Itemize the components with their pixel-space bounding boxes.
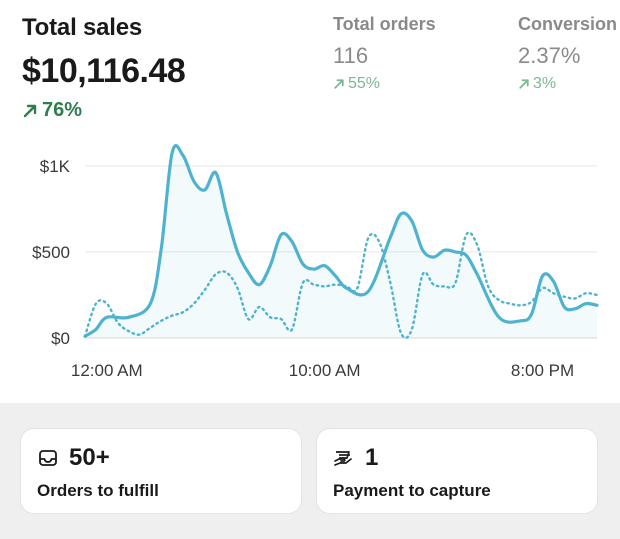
payment-to-capture-count: 1 <box>365 444 379 471</box>
x-tick-label: 12:00 AM <box>71 361 143 380</box>
sales-chart-svg: $0 $500 $1K 12:00 AM 10:00 AM 8:00 PM <box>32 144 599 380</box>
payment-to-capture-row: 1 <box>333 444 378 472</box>
total-sales-value: $10,116.48 <box>22 52 186 90</box>
payment-to-capture-card[interactable]: 1 Payment to capture <box>316 428 598 514</box>
conversion-title: Conversion <box>518 14 618 34</box>
total-orders-title: Total orders <box>333 14 436 34</box>
conversion-change: 3% <box>518 75 617 93</box>
arrow-up-right-icon <box>334 79 344 89</box>
conversion-change-value: 3% <box>533 75 557 92</box>
action-cards-section: 50+ Orders to fulfill 1 Payment to captu… <box>0 403 620 539</box>
total-sales-change-value: 76% <box>42 99 83 121</box>
payment-hand-icon <box>333 447 355 469</box>
total-orders-metric[interactable]: Total orders 116 55% <box>333 14 436 93</box>
total-orders-change-value: 55% <box>348 75 381 92</box>
inbox-icon <box>37 447 59 469</box>
arrow-up-right-icon <box>23 104 37 117</box>
conversion-value: 2.37% <box>518 43 581 68</box>
x-tick-label: 10:00 AM <box>289 361 361 380</box>
x-tick-label: 8:00 PM <box>511 361 574 380</box>
total-sales-change: 76% <box>22 99 185 122</box>
orders-to-fulfill-label: Orders to fulfill <box>37 481 159 500</box>
total-orders-change: 55% <box>333 75 436 93</box>
orders-to-fulfill-card[interactable]: 50+ Orders to fulfill <box>20 428 302 514</box>
total-sales-title: Total sales <box>22 14 143 41</box>
total-orders-value: 116 <box>333 43 369 68</box>
y-tick-label: $500 <box>32 243 70 262</box>
series-line-comparison <box>83 231 599 340</box>
payment-to-capture-label: Payment to capture <box>333 481 491 500</box>
conversion-metric[interactable]: Conversion 2.37% 3% <box>518 14 617 93</box>
series-area <box>85 145 597 338</box>
total-sales-metric[interactable]: Total sales $10,116.48 76% <box>22 14 186 122</box>
orders-to-fulfill-count: 50+ <box>69 444 110 471</box>
y-tick-label: $1K <box>40 157 71 176</box>
series-line-current <box>83 144 599 338</box>
y-tick-label: $0 <box>51 329 70 348</box>
sales-chart[interactable]: $0 $500 $1K 12:00 AM 10:00 AM 8:00 PM <box>0 130 620 400</box>
orders-to-fulfill-row: 50+ <box>37 444 110 472</box>
arrow-up-right-icon <box>519 79 529 89</box>
metrics-header: Total sales $10,116.48 76% Total orders … <box>0 0 620 130</box>
